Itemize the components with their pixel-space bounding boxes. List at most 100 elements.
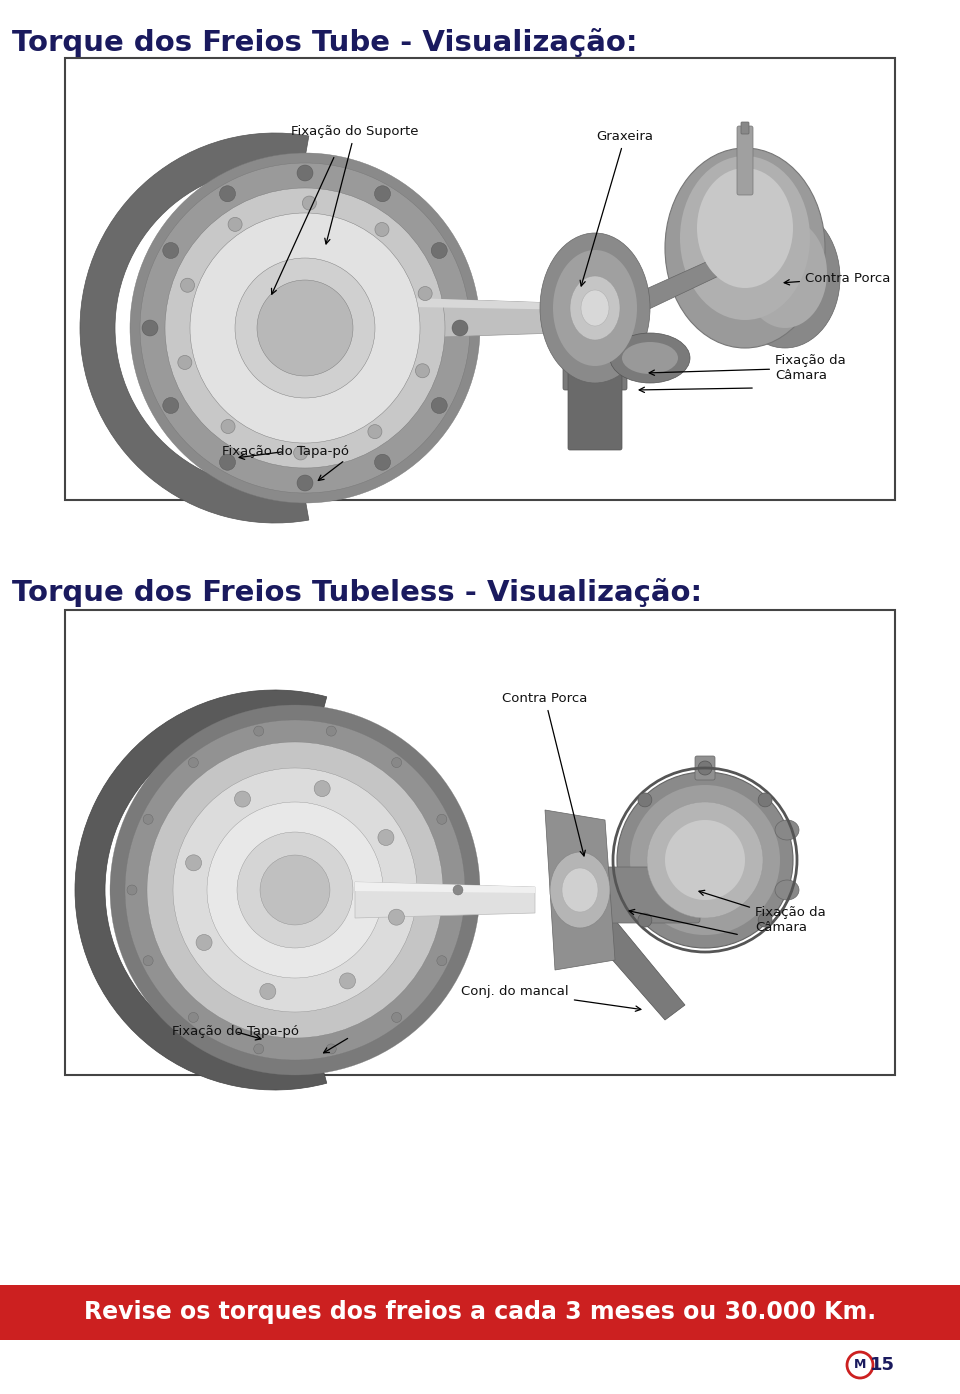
FancyBboxPatch shape (568, 367, 622, 450)
Ellipse shape (622, 342, 678, 374)
Ellipse shape (617, 772, 793, 948)
Ellipse shape (234, 790, 251, 807)
Ellipse shape (188, 757, 199, 768)
Ellipse shape (680, 156, 810, 321)
Ellipse shape (127, 885, 137, 895)
Text: Revise os torques dos freios a cada 3 meses ou 30.000 Km.: Revise os torques dos freios a cada 3 me… (84, 1301, 876, 1324)
Text: Torque dos Freios Tube - Visualização:: Torque dos Freios Tube - Visualização: (12, 28, 637, 57)
Text: Fixação do Tapa-pó: Fixação do Tapa-pó (172, 1025, 299, 1040)
Ellipse shape (416, 364, 429, 378)
Ellipse shape (220, 454, 235, 470)
Ellipse shape (196, 934, 212, 951)
FancyBboxPatch shape (695, 756, 715, 781)
Ellipse shape (570, 276, 620, 340)
Text: Fixação da
Câmara: Fixação da Câmara (699, 891, 826, 934)
Wedge shape (75, 690, 326, 1090)
Ellipse shape (125, 719, 465, 1059)
Text: Fixação do Tapa-pó: Fixação do Tapa-pó (222, 445, 348, 460)
Ellipse shape (610, 333, 690, 383)
FancyBboxPatch shape (563, 336, 627, 390)
Polygon shape (615, 258, 725, 318)
Ellipse shape (758, 793, 772, 807)
Ellipse shape (143, 814, 154, 824)
Bar (0, 1285, 960, 1340)
Ellipse shape (314, 781, 330, 796)
Ellipse shape (173, 768, 417, 1012)
Ellipse shape (130, 153, 480, 503)
Ellipse shape (260, 855, 330, 926)
Ellipse shape (165, 188, 445, 468)
Ellipse shape (730, 208, 840, 348)
Bar (65, 59, 895, 500)
Ellipse shape (581, 290, 609, 326)
Ellipse shape (431, 243, 447, 258)
Polygon shape (595, 920, 685, 1020)
Ellipse shape (221, 420, 235, 434)
Ellipse shape (260, 983, 276, 999)
Ellipse shape (140, 163, 470, 493)
Ellipse shape (180, 279, 195, 293)
Ellipse shape (775, 880, 799, 901)
Text: Fixação do Suporte: Fixação do Suporte (291, 125, 419, 244)
Ellipse shape (431, 397, 447, 414)
Ellipse shape (297, 475, 313, 491)
Ellipse shape (665, 820, 745, 901)
Ellipse shape (190, 213, 420, 443)
Ellipse shape (630, 785, 780, 935)
Ellipse shape (392, 1012, 401, 1022)
Ellipse shape (143, 956, 154, 966)
Ellipse shape (253, 1044, 264, 1054)
Ellipse shape (253, 726, 264, 736)
Ellipse shape (178, 355, 192, 369)
Text: 15: 15 (870, 1356, 895, 1374)
Ellipse shape (163, 397, 179, 414)
FancyBboxPatch shape (741, 123, 749, 134)
Ellipse shape (237, 832, 353, 948)
Ellipse shape (340, 973, 355, 988)
Ellipse shape (235, 258, 375, 399)
Ellipse shape (665, 148, 825, 348)
Ellipse shape (437, 956, 446, 966)
Ellipse shape (374, 454, 391, 470)
Ellipse shape (743, 217, 827, 328)
Ellipse shape (228, 217, 242, 231)
Ellipse shape (326, 1044, 336, 1054)
Ellipse shape (698, 761, 712, 775)
Ellipse shape (297, 164, 313, 181)
FancyBboxPatch shape (737, 125, 753, 195)
Polygon shape (355, 882, 535, 919)
Ellipse shape (368, 425, 382, 439)
Ellipse shape (637, 913, 652, 927)
Ellipse shape (389, 909, 404, 926)
Ellipse shape (550, 852, 610, 928)
Ellipse shape (452, 321, 468, 336)
Text: Torque dos Freios Tubeless - Visualização:: Torque dos Freios Tubeless - Visualizaçã… (12, 579, 702, 606)
Text: M: M (853, 1359, 866, 1372)
Ellipse shape (392, 757, 401, 768)
FancyBboxPatch shape (604, 867, 700, 923)
Ellipse shape (374, 185, 391, 202)
Text: Contra Porca: Contra Porca (502, 691, 588, 856)
Ellipse shape (142, 321, 158, 336)
Ellipse shape (562, 868, 598, 912)
Polygon shape (355, 882, 535, 894)
Ellipse shape (553, 250, 637, 367)
Bar (65, 611, 895, 1075)
Ellipse shape (375, 223, 389, 237)
Polygon shape (545, 810, 615, 970)
Ellipse shape (220, 185, 235, 202)
Ellipse shape (185, 855, 202, 871)
Polygon shape (355, 296, 585, 340)
Ellipse shape (647, 802, 763, 919)
Ellipse shape (302, 197, 317, 210)
Ellipse shape (437, 814, 446, 824)
Polygon shape (355, 296, 585, 309)
Text: Conj. do mancal: Conj. do mancal (461, 986, 641, 1011)
Ellipse shape (110, 705, 480, 1075)
Ellipse shape (378, 829, 394, 846)
Ellipse shape (697, 169, 793, 289)
Ellipse shape (453, 885, 463, 895)
Ellipse shape (188, 1012, 199, 1022)
Ellipse shape (163, 243, 179, 258)
Text: Graxeira: Graxeira (580, 130, 654, 286)
